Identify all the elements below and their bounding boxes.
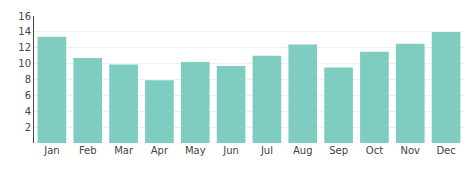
svg-text:Apr: Apr <box>151 145 169 156</box>
svg-text:Jul: Jul <box>260 145 273 156</box>
svg-text:Jan: Jan <box>43 145 59 156</box>
svg-text:8: 8 <box>25 74 31 85</box>
svg-text:4: 4 <box>25 106 31 117</box>
svg-text:12: 12 <box>18 42 31 53</box>
svg-text:2: 2 <box>25 122 31 133</box>
svg-text:10: 10 <box>18 58 31 69</box>
svg-text:6: 6 <box>25 90 31 101</box>
svg-text:Jun: Jun <box>222 145 239 156</box>
svg-text:Oct: Oct <box>366 145 383 156</box>
svg-text:Feb: Feb <box>79 145 97 156</box>
svg-text:14: 14 <box>18 26 31 37</box>
svg-text:Aug: Aug <box>293 145 313 156</box>
svg-text:Sep: Sep <box>329 145 348 156</box>
svg-text:May: May <box>185 145 206 156</box>
svg-text:Dec: Dec <box>436 145 455 156</box>
svg-text:16: 16 <box>18 11 31 22</box>
svg-text:Mar: Mar <box>114 145 134 156</box>
svg-text:Nov: Nov <box>400 145 420 156</box>
